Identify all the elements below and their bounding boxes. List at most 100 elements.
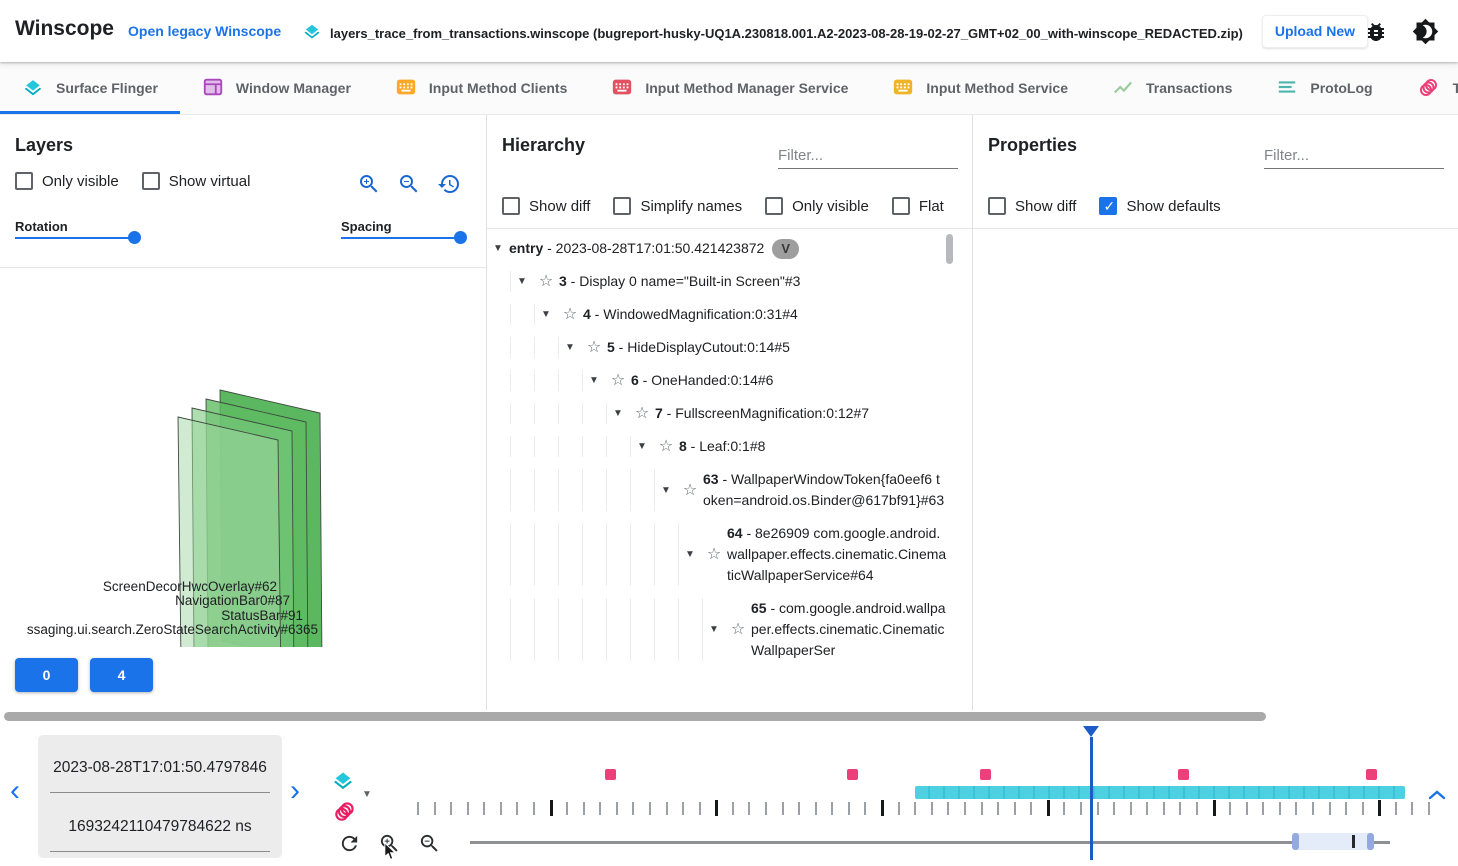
display-id-button-4[interactable]: 4 — [90, 658, 153, 692]
transaction-marker[interactable] — [605, 769, 616, 780]
tree-node-63[interactable]: ▼ ☆ 63 - WallpaperWindowToken{fa0eef6 to… — [487, 463, 947, 517]
show-diff-checkbox[interactable] — [502, 197, 520, 215]
tab-input-method-clients[interactable]: Input Method Clients — [373, 62, 589, 114]
transaction-marker[interactable] — [980, 769, 991, 780]
timeline-cursor-handle[interactable] — [1083, 726, 1099, 737]
zoom-out-icon[interactable] — [397, 172, 421, 199]
tab-transitions[interactable]: Tr — [1395, 62, 1458, 114]
collapse-timeline-icon[interactable] — [1428, 788, 1446, 803]
layer-label[interactable]: StatusBar#91 — [221, 608, 303, 623]
horizontal-scrollbar[interactable] — [4, 712, 1266, 721]
expand-arrow-icon[interactable]: ▼ — [517, 276, 527, 287]
timeline-tick — [1411, 802, 1414, 815]
tree-node-entry[interactable]: ▼ entry - 2023-08-28T17:01:50.421423872 V — [487, 232, 947, 265]
star-icon[interactable]: ☆ — [634, 405, 650, 422]
tab-transactions[interactable]: Transactions — [1090, 62, 1254, 114]
timeline-zoom-in-icon[interactable] — [378, 832, 401, 858]
tree-node-7[interactable]: ▼ ☆ 7 - FullscreenMagnification:0:12#7 — [487, 397, 947, 430]
show-virtual-checkbox[interactable] — [141, 172, 160, 190]
tree-node-65[interactable]: ▼ ☆ 65 - com.google.android.wallpaper.ef… — [487, 592, 947, 667]
tab-surface-flinger[interactable]: Surface Flinger — [0, 62, 180, 114]
timeline-tick — [483, 802, 486, 815]
expand-arrow-icon[interactable]: ▼ — [709, 624, 719, 635]
show-defaults-checkbox[interactable] — [1099, 197, 1118, 215]
timeline-tick — [1063, 802, 1066, 815]
star-icon[interactable]: ☆ — [658, 438, 674, 455]
zoom-in-icon[interactable] — [357, 172, 381, 199]
star-icon[interactable]: ☆ — [538, 273, 554, 290]
show-virtual-label: Show virtual — [168, 172, 251, 190]
timeline-tick — [516, 802, 519, 815]
open-legacy-link[interactable]: Open legacy Winscope — [128, 23, 282, 39]
star-icon[interactable]: ☆ — [730, 621, 746, 638]
spacing-slider[interactable] — [341, 231, 467, 245]
display-id-button-0[interactable]: 0 — [15, 658, 78, 692]
expand-arrow-icon[interactable]: ▼ — [685, 549, 695, 560]
minimap-selection[interactable] — [1296, 833, 1372, 850]
transaction-marker[interactable] — [1366, 769, 1377, 780]
properties-panel: Properties Show diff Show defaults — [972, 115, 1458, 710]
surface-flinger-track-bar[interactable] — [915, 786, 1405, 799]
expand-arrow-icon[interactable]: ▼ — [565, 342, 575, 353]
surface-flinger-trace-icon[interactable] — [331, 768, 355, 797]
layers-3d-view[interactable] — [0, 267, 486, 647]
transaction-marker[interactable] — [847, 769, 858, 780]
minimap-handle-left[interactable] — [1292, 833, 1299, 850]
star-icon[interactable]: ☆ — [562, 306, 578, 323]
simplify-names-checkbox[interactable] — [613, 197, 632, 215]
rotation-slider[interactable] — [15, 231, 141, 245]
timeline-tick — [881, 800, 885, 816]
bug-report-icon[interactable] — [1364, 20, 1388, 47]
tree-node-6[interactable]: ▼ ☆ 6 - OneHanded:0:14#6 — [487, 364, 947, 397]
only-visible-checkbox[interactable] — [15, 172, 33, 190]
star-icon[interactable]: ☆ — [586, 339, 602, 356]
hierarchy-tree: ▼ entry - 2023-08-28T17:01:50.421423872 V… — [487, 232, 947, 710]
expand-arrow-icon[interactable]: ▼ — [589, 375, 599, 386]
hierarchy-scrollbar[interactable] — [946, 234, 953, 264]
star-icon[interactable]: ☆ — [610, 372, 626, 389]
layer-label[interactable]: ScreenDecorHwcOverlay#62 — [102, 579, 277, 594]
expand-arrow-icon[interactable]: ▼ — [637, 441, 647, 452]
layer-label[interactable]: NavigationBar0#87 — [175, 593, 290, 608]
star-icon[interactable]: ☆ — [682, 481, 698, 499]
timeline-zoom-out-icon[interactable] — [418, 832, 441, 858]
expand-arrow-icon[interactable]: ▼ — [661, 484, 671, 496]
minimap-line[interactable] — [470, 841, 1390, 844]
tree-node-8[interactable]: ▼ ☆ 8 - Leaf:0:1#8 — [487, 430, 947, 463]
upload-new-button[interactable]: Upload New — [1261, 15, 1368, 48]
minimap-handle-right[interactable] — [1367, 833, 1374, 850]
transactions-trace-icon[interactable] — [332, 798, 358, 829]
timestamp-ns-input[interactable] — [50, 803, 270, 852]
dark-mode-icon[interactable] — [1412, 18, 1439, 48]
tree-node-4[interactable]: ▼ ☆ 4 - WindowedMagnification:0:31#4 — [487, 298, 947, 331]
tab-input-method-service[interactable]: Input Method Service — [870, 62, 1090, 114]
list-lines-icon — [1276, 76, 1298, 101]
only-visible-checkbox[interactable] — [765, 197, 784, 215]
properties-filter-input[interactable] — [1264, 143, 1444, 169]
trace-dropdown-icon[interactable]: ▼ — [362, 789, 372, 800]
tab-window-manager[interactable]: Window Manager — [180, 62, 373, 114]
show-diff-checkbox[interactable] — [988, 197, 1006, 215]
expand-arrow-icon[interactable]: ▼ — [613, 408, 623, 419]
tab-input-method-manager-service[interactable]: Input Method Manager Service — [589, 62, 870, 114]
timeline-cursor-line[interactable] — [1090, 737, 1093, 860]
prev-entry-button[interactable]: ‹ — [10, 774, 20, 807]
layer-label[interactable]: ssaging.ui.search.ZeroStateSearchActivit… — [26, 622, 318, 637]
next-entry-button[interactable]: › — [290, 774, 300, 807]
hierarchy-filter-input[interactable] — [778, 143, 958, 169]
rotation-slider-knob[interactable] — [128, 231, 141, 244]
timestamp-human-input[interactable] — [50, 744, 270, 793]
flat-checkbox[interactable] — [891, 197, 910, 215]
star-icon[interactable]: ☆ — [706, 546, 722, 563]
hierarchy-title: Hierarchy — [502, 135, 586, 155]
tree-node-64[interactable]: ▼ ☆ 64 - 8e26909 com.google.android.wall… — [487, 517, 947, 592]
spacing-slider-knob[interactable] — [454, 231, 467, 244]
tab-protolog[interactable]: ProtoLog — [1254, 62, 1394, 114]
expand-arrow-icon[interactable]: ▼ — [541, 309, 551, 320]
tree-node-3[interactable]: ▼ ☆ 3 - Display 0 name="Built-in Screen"… — [487, 265, 947, 298]
expand-arrow-icon[interactable]: ▼ — [493, 243, 503, 254]
transaction-marker[interactable] — [1178, 769, 1189, 780]
refresh-icon[interactable] — [338, 832, 361, 858]
tree-node-5[interactable]: ▼ ☆ 5 - HideDisplayCutout:0:14#5 — [487, 331, 947, 364]
reset-view-icon[interactable] — [437, 172, 461, 199]
